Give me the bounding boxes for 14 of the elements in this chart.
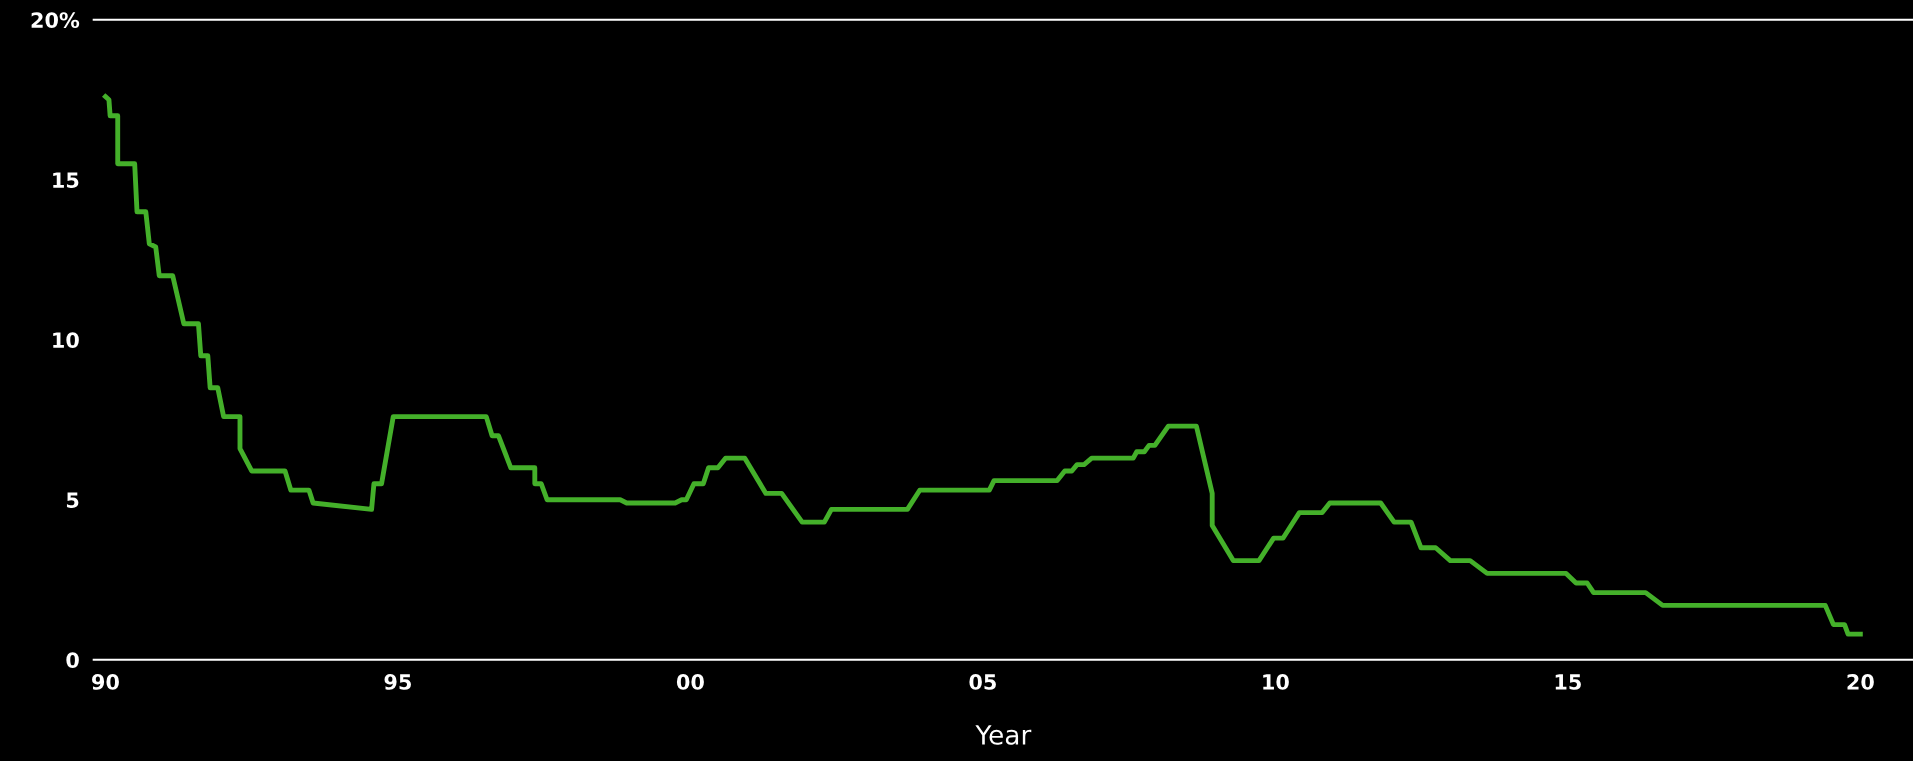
y-tick-label: 0	[66, 652, 79, 668]
x-axis-title: Year	[975, 725, 1032, 745]
y-tick-label: 20%	[31, 12, 80, 28]
y-tick-label: 10	[53, 332, 79, 348]
x-tick-label: 00	[676, 674, 704, 690]
y-tick-label: 5	[66, 492, 79, 508]
x-tick-label: 15	[1555, 674, 1581, 690]
line-series	[103, 94, 1863, 637]
x-tick-label: 10	[1263, 674, 1289, 690]
x-tick-label: 90	[92, 674, 119, 690]
y-tick-label: 15	[53, 172, 79, 188]
x-tick-label: 95	[384, 674, 411, 690]
x-tick-label: 20	[1847, 674, 1874, 690]
x-tick-label: 05	[969, 674, 996, 690]
